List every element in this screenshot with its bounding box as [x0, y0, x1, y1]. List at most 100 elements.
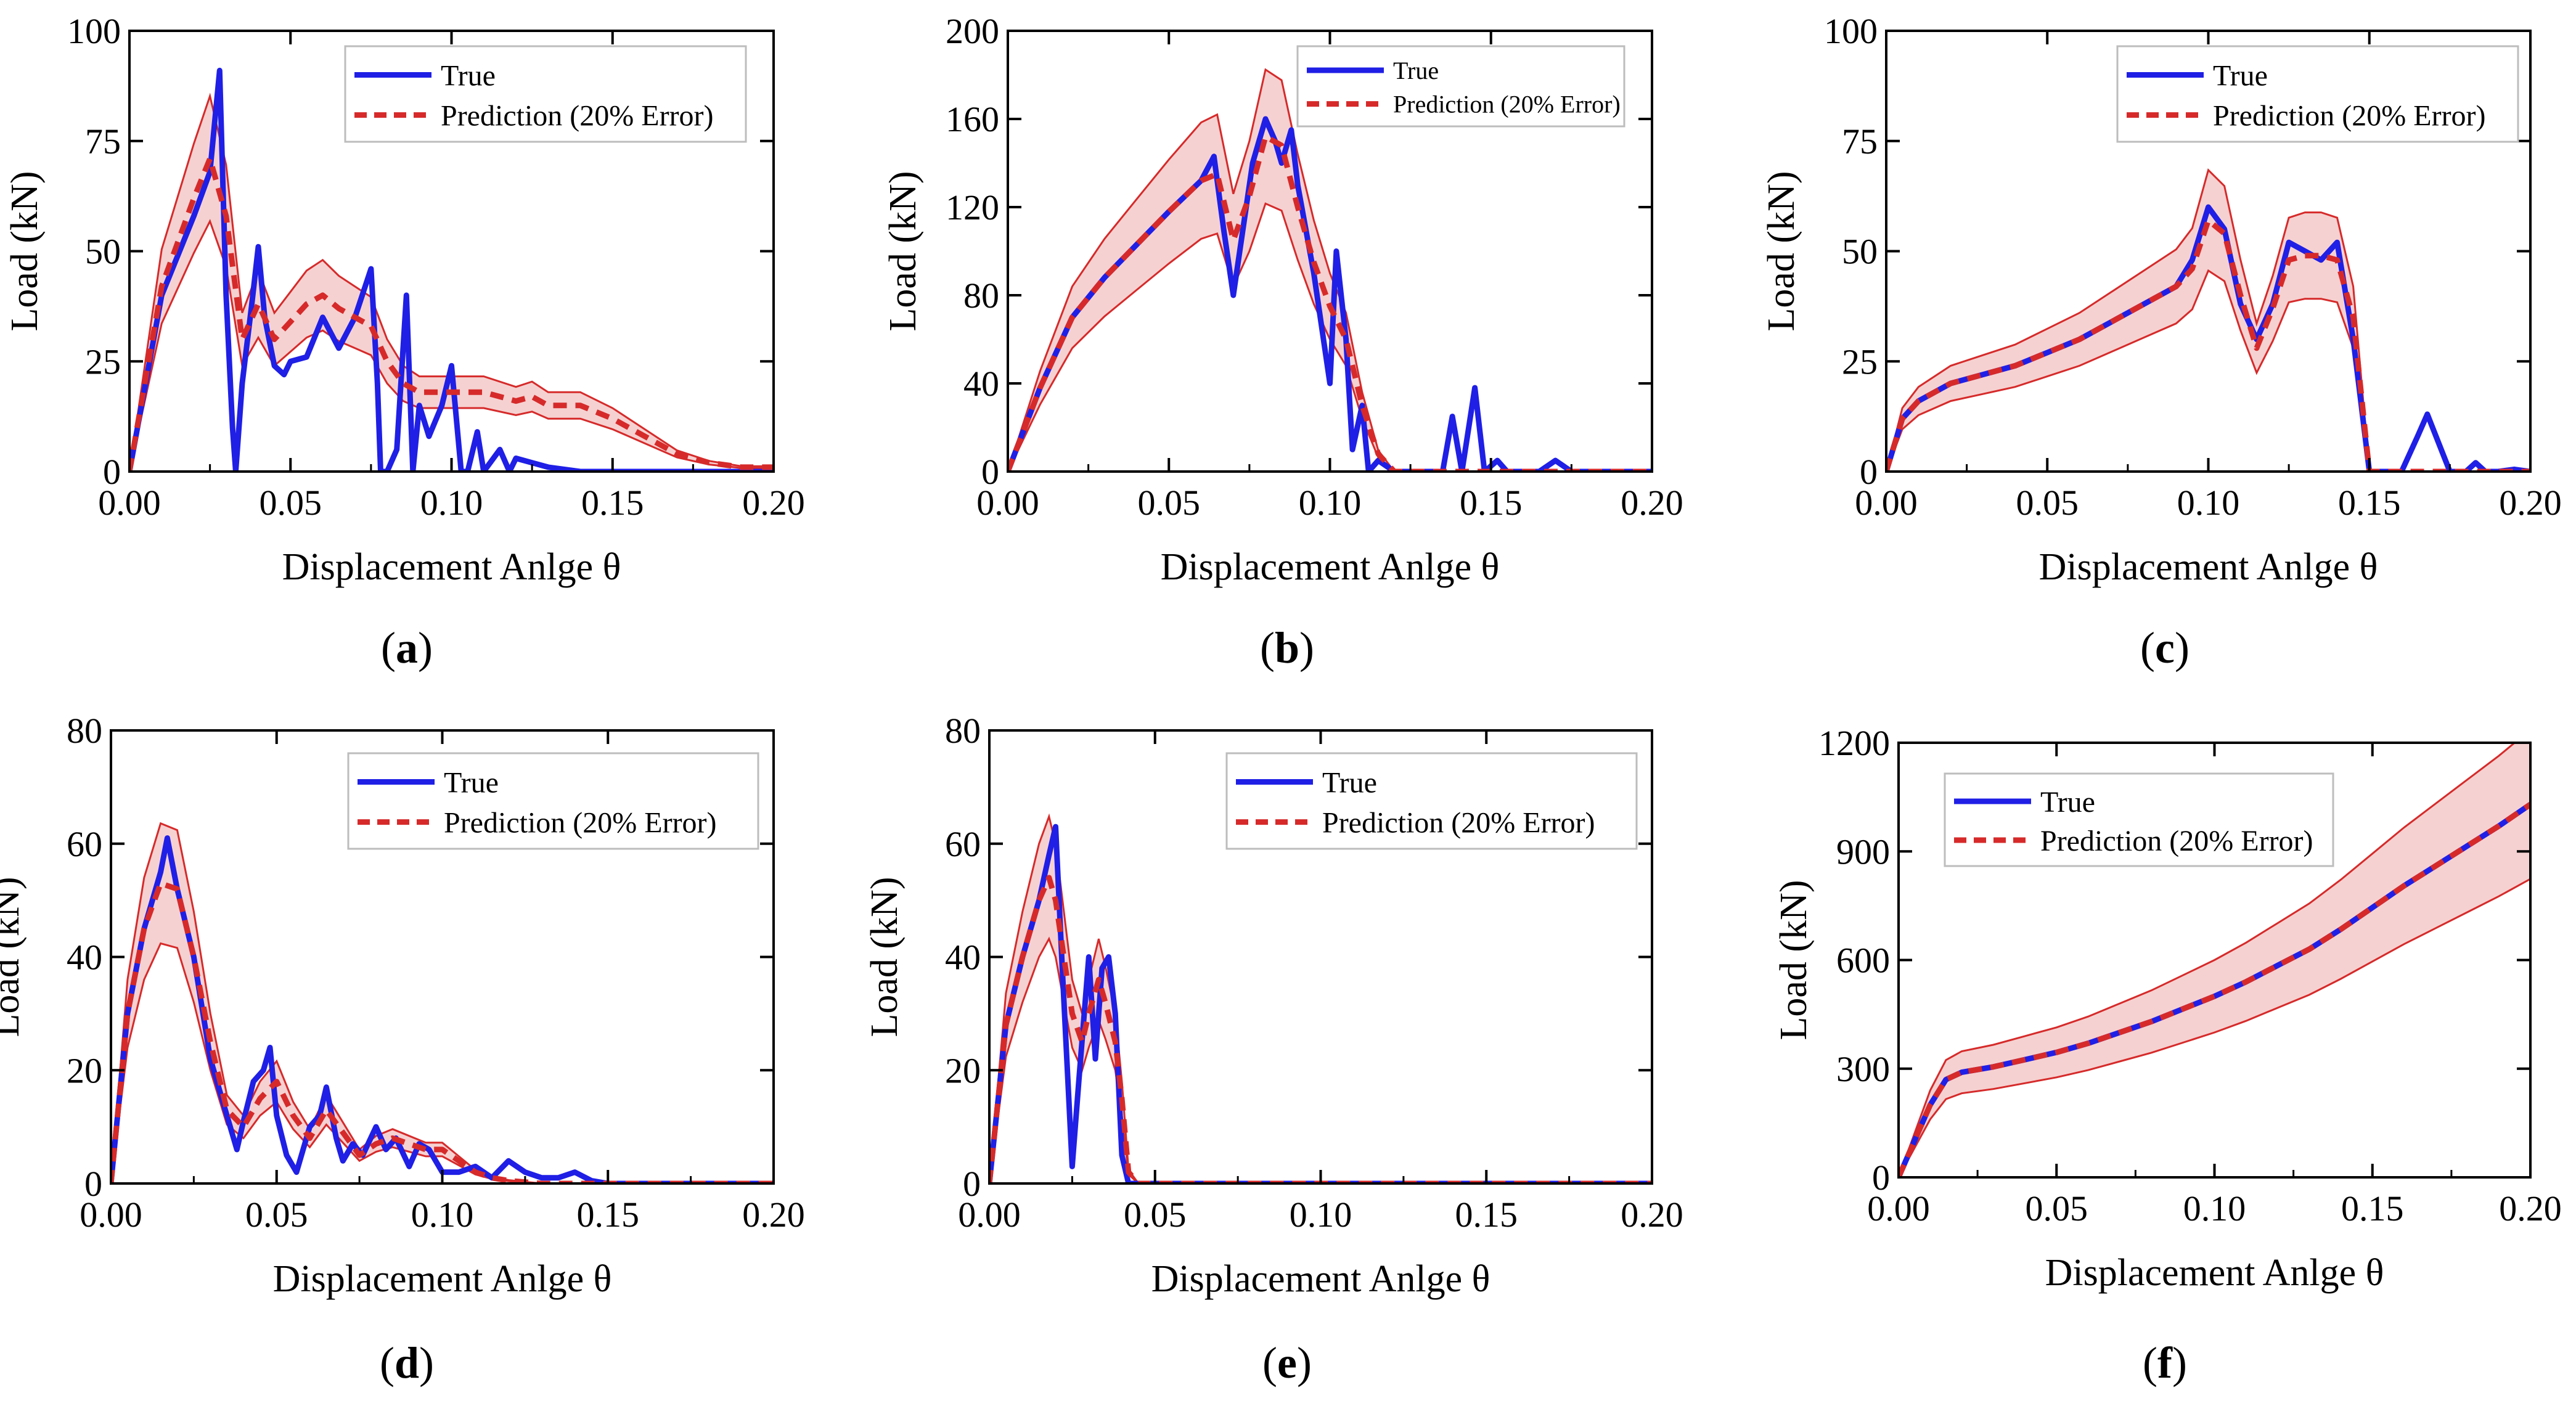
y-tick-label: 40: [945, 938, 981, 978]
x-axis-label: Displacement Anlge θ: [2045, 1252, 2384, 1294]
y-tick-label: 100: [67, 11, 121, 51]
x-tick-label: 0.00: [80, 1195, 142, 1235]
error-band-upper: [1899, 743, 2516, 1177]
panel-label-d: (d): [379, 1338, 434, 1388]
y-tick-label: 1200: [1818, 723, 1890, 763]
x-tick-label: 0.05: [260, 483, 322, 523]
y-axis-label: Load (kN): [864, 877, 906, 1037]
series-prediction-line: [129, 155, 774, 472]
x-axis-label: Displacement Anlge θ: [273, 1258, 612, 1300]
x-tick-label: 0.15: [1460, 483, 1523, 523]
y-tick-label: 600: [1836, 941, 1890, 981]
chart-panel-3: 0.00 0.05 0.10 0.15 0.20 0 25 50 75 100 Displaceme…: [1760, 11, 2562, 588]
legend-label-true: True: [444, 766, 499, 799]
legend-label-true: True: [2213, 59, 2268, 92]
x-tick-label: 0.20: [1621, 1195, 1683, 1235]
y-tick-label: 25: [1842, 341, 1878, 382]
y-tick-label: 60: [67, 824, 102, 864]
y-tick-label: 160: [946, 99, 999, 139]
y-tick-label: 25: [85, 341, 121, 382]
x-tick-label: 0.00: [98, 483, 161, 523]
x-tick-label: 0.15: [577, 1195, 640, 1235]
x-tick-label: 0.10: [1299, 483, 1362, 523]
y-tick-label: 80: [963, 276, 999, 316]
x-tick-label: 0.05: [2026, 1188, 2088, 1228]
legend-label-true: True: [441, 59, 496, 92]
x-tick-label: 0.10: [1290, 1195, 1352, 1235]
error-band: [111, 823, 774, 1183]
x-tick-label: 0.05: [2016, 483, 2079, 523]
x-tick-label: 0.00: [958, 1195, 1021, 1235]
error-band-upper: [111, 822, 774, 1183]
error-band-lower: [1899, 878, 2530, 1177]
y-axis-label: Load (kN): [1760, 171, 1802, 332]
error-band: [1008, 69, 1652, 472]
legend-box: [1944, 772, 2334, 867]
legend-box: [344, 45, 747, 143]
series-prediction-line: [111, 880, 774, 1183]
y-tick-label: 0: [103, 452, 121, 492]
legend-label-prediction: Prediction (20% Error): [441, 99, 714, 132]
legend-label-prediction: Prediction (20% Error): [2213, 99, 2486, 132]
x-tick-label: 0.15: [1455, 1195, 1518, 1235]
chart-panel-6: 0.00 0.05 0.10 0.15 0.20 0 300 600 900 1200 Displa…: [1773, 723, 2562, 1294]
chart-panel-1: 0.00 0.05 0.10 0.15 0.20 0 25 50 75 100 Displaceme…: [4, 11, 805, 588]
y-tick-label: 50: [85, 232, 121, 272]
x-axis-label: Displacement Anlge θ: [1161, 546, 1500, 588]
y-tick-label: 40: [67, 938, 102, 978]
error-band-lower: [129, 219, 774, 472]
legend-box: [347, 752, 759, 850]
y-tick-label: 0: [84, 1164, 102, 1204]
y-axis-label: Load (kN): [0, 877, 27, 1037]
x-tick-label: 0.15: [2338, 483, 2401, 523]
series-prediction-line: [1886, 218, 2530, 472]
y-tick-label: 80: [67, 711, 102, 751]
panel-label-c: (c): [2140, 623, 2190, 672]
legend-label-prediction: Prediction (20% Error): [1322, 806, 1595, 839]
y-tick-label: 200: [946, 11, 999, 51]
x-tick-label: 0.05: [1138, 483, 1201, 523]
legend-box: [1296, 45, 1625, 128]
y-tick-label: 120: [946, 187, 999, 227]
legend-label-true: True: [2040, 786, 2095, 819]
error-band-upper: [129, 92, 774, 472]
x-tick-label: 0.20: [2499, 1188, 2562, 1228]
y-tick-label: 300: [1836, 1049, 1890, 1089]
y-tick-label: 0: [963, 1164, 981, 1204]
x-tick-label: 0.10: [2177, 483, 2240, 523]
x-tick-label: 0.10: [420, 483, 483, 523]
error-band-upper: [1008, 68, 1652, 472]
x-tick-label: 0.05: [245, 1195, 308, 1235]
x-tick-label: 0.20: [742, 1195, 805, 1235]
y-axis-label: Load (kN): [4, 171, 46, 332]
legend-label-prediction: Prediction (20% Error): [2040, 825, 2313, 857]
error-band: [989, 816, 1652, 1183]
y-tick-label: 0: [981, 452, 999, 492]
x-axis-label: Displacement Anlge θ: [1151, 1258, 1490, 1300]
y-tick-label: 80: [945, 711, 981, 751]
x-axis-label: Displacement Anlge θ: [2039, 546, 2378, 588]
series-prediction-line: [1008, 134, 1652, 472]
x-tick-label: 0.10: [2183, 1188, 2246, 1228]
y-axis-label: Load (kN): [1773, 880, 1815, 1040]
y-tick-label: 100: [1824, 11, 1878, 51]
y-tick-label: 20: [945, 1050, 981, 1090]
error-band: [1886, 170, 2530, 472]
legend-box: [2116, 45, 2519, 143]
y-tick-label: 40: [963, 364, 999, 404]
x-tick-label: 0.00: [1867, 1188, 1930, 1228]
x-tick-label: 0.00: [1855, 483, 1918, 523]
y-tick-label: 900: [1836, 832, 1890, 872]
panel-label-a: (a): [381, 623, 433, 672]
panel-label-f: (f): [2143, 1338, 2187, 1388]
chart-panel-5: 0.00 0.05 0.10 0.15 0.20 0 20 40 60 80 Displacemen…: [864, 711, 1683, 1300]
x-tick-label: 0.05: [1124, 1195, 1187, 1235]
x-tick-label: 0.10: [411, 1195, 474, 1235]
y-tick-label: 0: [1872, 1158, 1890, 1198]
y-tick-label: 75: [1842, 121, 1878, 161]
legend-label-true: True: [1393, 57, 1439, 84]
legend-label-true: True: [1322, 766, 1377, 799]
chart-panel-4: 0.00 0.05 0.10 0.15 0.20 0 20 40 60 80 Displacemen…: [0, 711, 805, 1300]
y-tick-label: 20: [67, 1050, 102, 1090]
